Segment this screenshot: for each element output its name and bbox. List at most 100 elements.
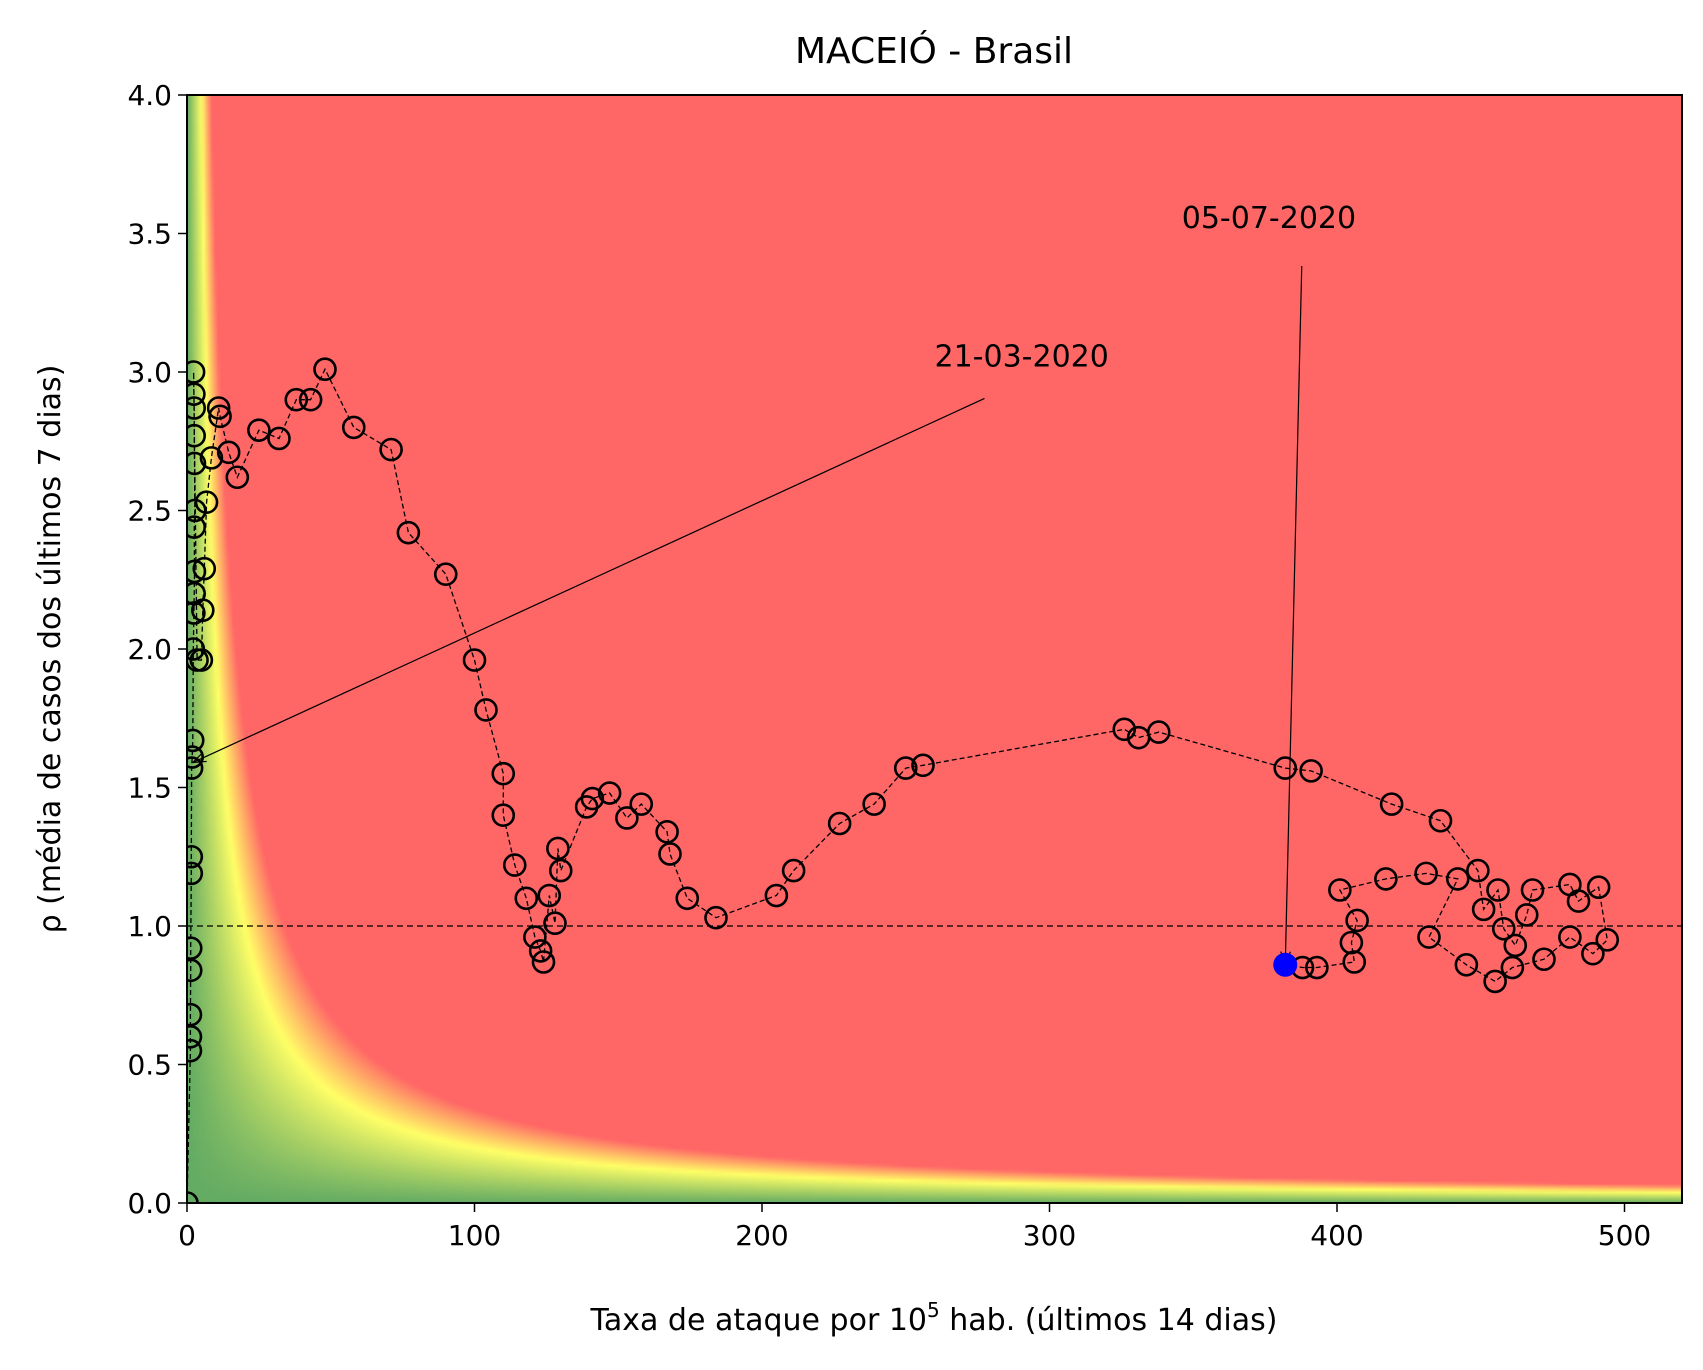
data-point	[781, 858, 806, 883]
data-point	[827, 811, 852, 836]
annotation-label: 05-07-2020	[1182, 201, 1356, 236]
chart-title: MACEIÓ - Brasil	[795, 30, 1073, 72]
data-point	[704, 905, 728, 930]
data-point	[1414, 861, 1438, 886]
data-point	[187, 498, 207, 523]
data-point	[187, 844, 204, 869]
x-tick-label: 0	[178, 1219, 196, 1252]
data-point	[206, 396, 231, 420]
data-point	[1112, 717, 1137, 742]
y-axis-label: ρ (média de casos dos últimos 7 dias)	[33, 365, 68, 934]
data-point	[528, 939, 553, 963]
data-point	[187, 861, 204, 886]
x-tick-label: 400	[1310, 1219, 1363, 1252]
latest-point	[1273, 952, 1298, 977]
data-point	[187, 451, 207, 476]
data-point	[191, 598, 215, 623]
x-tick-label: 200	[735, 1219, 788, 1252]
annotation-label: 21-03-2020	[935, 339, 1109, 374]
data-point	[911, 753, 935, 778]
data-point	[502, 853, 527, 877]
data-point	[764, 883, 789, 908]
data-point	[1328, 878, 1352, 902]
y-tick-label: 2.0	[127, 633, 172, 666]
data-point	[523, 925, 547, 949]
series-line	[187, 367, 1608, 1203]
data-point	[658, 842, 682, 866]
data-point	[1417, 925, 1441, 949]
data-point	[655, 820, 679, 844]
data-point	[187, 756, 204, 780]
data-point	[1445, 867, 1470, 891]
data-point	[189, 648, 214, 672]
data-point	[1428, 808, 1453, 833]
data-point	[267, 426, 291, 451]
data-point	[546, 836, 570, 861]
data-point	[1581, 941, 1605, 966]
x-axis-label-main: Taxa de ataque por 10	[590, 1303, 927, 1338]
data-point	[1374, 867, 1398, 891]
data-point	[1514, 903, 1539, 927]
data-point	[1379, 792, 1404, 816]
data-point	[543, 911, 567, 936]
data-point	[341, 415, 366, 440]
data-point	[491, 803, 516, 828]
data-point	[531, 950, 556, 974]
data-point	[1500, 955, 1525, 980]
data-point	[1466, 858, 1490, 883]
data-point	[187, 1002, 203, 1027]
data-point	[1146, 720, 1171, 744]
y-tick-label: 4.0	[127, 79, 172, 112]
data-point	[1503, 933, 1528, 958]
data-point	[187, 728, 205, 753]
data-point	[1566, 889, 1591, 913]
y-tick-label: 0.0	[127, 1187, 172, 1220]
x-axis-label-superscript: 5	[927, 1298, 940, 1322]
y-tick-label: 3.0	[127, 356, 172, 389]
data-point	[1520, 878, 1545, 902]
data-point	[216, 440, 241, 465]
data-point	[537, 883, 562, 908]
data-point	[1454, 952, 1479, 977]
data-point	[580, 786, 605, 811]
data-point	[1345, 908, 1369, 933]
annotation-arrow	[192, 397, 985, 764]
x-tick-label: 500	[1598, 1219, 1651, 1252]
data-point	[187, 423, 206, 448]
data-point	[474, 698, 498, 722]
y-tick-label: 2.5	[127, 495, 172, 528]
x-tick-label: 100	[448, 1219, 501, 1252]
data-point	[675, 886, 700, 911]
data-point	[1558, 925, 1582, 949]
data-point	[862, 792, 886, 816]
data-point	[284, 387, 309, 412]
data-point	[379, 437, 403, 462]
data-point	[208, 404, 232, 429]
x-axis-label-suffix: hab. (últimos 14 dias)	[940, 1303, 1278, 1338]
data-point	[629, 792, 654, 816]
data-point	[1486, 878, 1510, 902]
data-point	[192, 556, 217, 581]
data-point	[548, 858, 573, 883]
data-point	[433, 562, 458, 587]
data-point	[1586, 875, 1611, 900]
data-point	[462, 648, 487, 672]
data-point	[187, 1038, 203, 1063]
data-point	[1273, 756, 1298, 780]
data-point	[597, 781, 622, 805]
y-tick-label: 1.5	[127, 772, 172, 805]
data-point	[187, 559, 207, 584]
data-point	[187, 515, 206, 539]
data-point	[313, 357, 337, 382]
y-tick-label: 0.5	[127, 1049, 172, 1082]
x-tick-label: 300	[1023, 1219, 1076, 1252]
data-point	[187, 360, 206, 384]
data-point	[514, 886, 539, 911]
data-point	[396, 520, 421, 545]
annotation-arrow	[1284, 265, 1303, 965]
data-point	[187, 745, 204, 769]
data-point	[1491, 916, 1516, 941]
data-point	[1483, 969, 1507, 994]
data-point	[1299, 759, 1323, 783]
data-point	[1471, 897, 1496, 922]
